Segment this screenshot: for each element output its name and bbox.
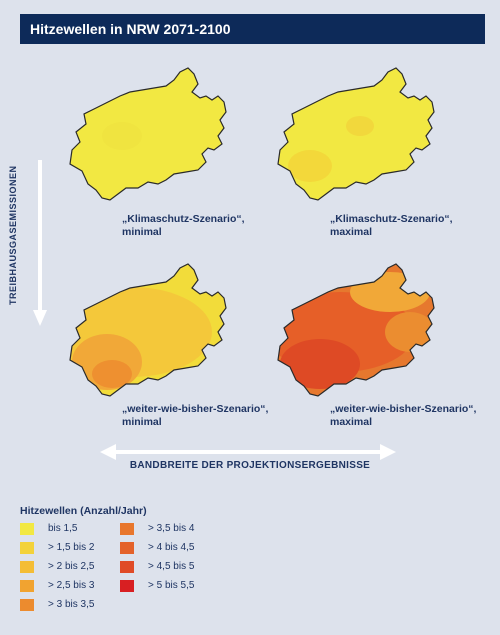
- nrw-map-4: [277, 263, 435, 397]
- nrw-map-3: [69, 263, 227, 397]
- heat-zone: [385, 312, 434, 352]
- map-business-as-usual-min: [62, 262, 242, 412]
- heat-zone: [102, 122, 142, 150]
- legend-label: > 4,5 bis 5: [148, 561, 195, 572]
- emissions-arrow: [33, 160, 47, 326]
- legend-label: > 4 bis 4,5: [148, 542, 195, 553]
- heat-zone: [92, 360, 132, 388]
- legend-swatch: [20, 542, 34, 554]
- caption-map-2: „Klimaschutz-Szenario“, maximal: [330, 213, 453, 238]
- legend-label: > 5 bis 5,5: [148, 580, 195, 591]
- legend-label: > 3,5 bis 4: [148, 523, 195, 534]
- caption-map-3: „weiter-wie-bisher-Szenario“, minimal: [122, 403, 269, 428]
- legend-swatch: [20, 580, 34, 592]
- legend-label: > 1,5 bis 2: [48, 542, 95, 553]
- heat-zone: [288, 150, 332, 182]
- legend-label: > 3 bis 3,5: [48, 599, 95, 610]
- caption-map-1: „Klimaschutz-Szenario“, minimal: [122, 213, 245, 238]
- legend-swatch: [20, 599, 34, 611]
- legend-label: bis 1,5: [48, 523, 78, 534]
- legend-swatch: [20, 523, 34, 535]
- range-arrow: [100, 444, 396, 460]
- range-axis-label: BANDBREITE DER PROJEKTIONSERGEBNISSE: [129, 460, 371, 471]
- map-climate-protection-max: [270, 66, 450, 216]
- heat-zone: [280, 339, 360, 389]
- legend-swatch: [120, 561, 134, 573]
- heat-zone: [346, 116, 374, 136]
- legend-swatch: [120, 523, 134, 535]
- heat-zone: [350, 272, 430, 312]
- emissions-axis-label: TREIBHAUSGASEMISSIONEN: [8, 165, 18, 305]
- legend-title: Hitzewellen (Anzahl/Jahr): [20, 505, 147, 517]
- legend-swatch: [120, 580, 134, 592]
- map-business-as-usual-max: [270, 262, 450, 412]
- legend-label: > 2 bis 2,5: [48, 561, 95, 572]
- map-climate-protection-min: [62, 66, 242, 216]
- legend-swatch: [120, 542, 134, 554]
- legend-swatch: [20, 561, 34, 573]
- nrw-map-1: [69, 67, 227, 201]
- nrw-map-2: [277, 67, 435, 201]
- page-title: Hitzewellen in NRW 2071-2100: [20, 14, 485, 44]
- legend-label: > 2,5 bis 3: [48, 580, 95, 591]
- caption-map-4: „weiter-wie-bisher-Szenario“, maximal: [330, 403, 477, 428]
